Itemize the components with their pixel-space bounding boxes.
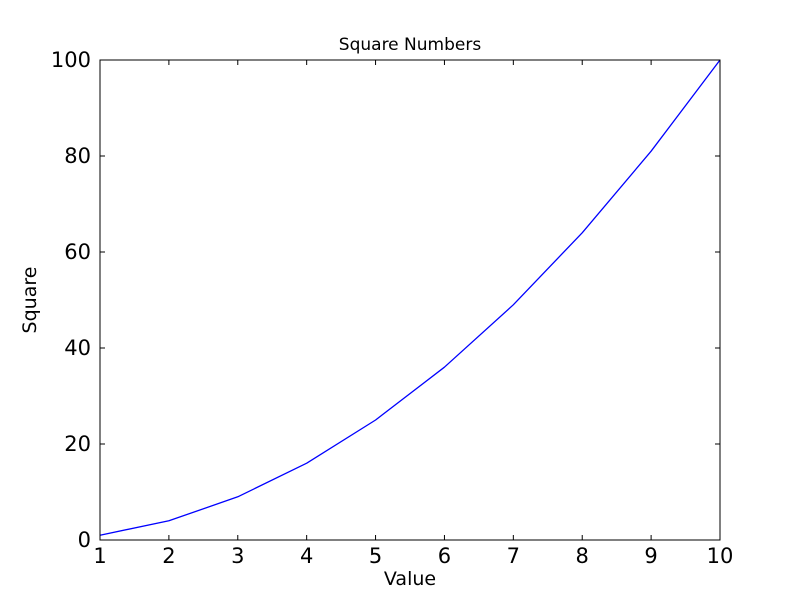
x-tick-label: 9	[644, 544, 657, 568]
y-tick-label: 40	[64, 336, 91, 360]
y-tick-label: 0	[78, 528, 91, 552]
y-tick-label: 80	[64, 144, 91, 168]
y-axis-label: Square	[19, 267, 41, 334]
y-tick-label: 60	[64, 240, 91, 264]
x-tick-label: 6	[438, 544, 451, 568]
x-axis-label: Value	[384, 568, 436, 590]
y-tick-label: 20	[64, 432, 91, 456]
x-tick-label: 5	[369, 544, 382, 568]
x-tick-label: 7	[507, 544, 520, 568]
plot-border	[99, 59, 721, 541]
x-tick-label: 1	[93, 544, 106, 568]
data-line	[99, 59, 721, 536]
x-tick-label: 4	[300, 544, 313, 568]
x-tick-label: 8	[576, 544, 589, 568]
x-tick-label: 2	[162, 544, 175, 568]
chart-title: Square Numbers	[339, 35, 482, 55]
x-tick-label: 3	[231, 544, 244, 568]
y-tick-label: 100	[51, 48, 91, 72]
x-tick-label: 10	[707, 544, 734, 568]
